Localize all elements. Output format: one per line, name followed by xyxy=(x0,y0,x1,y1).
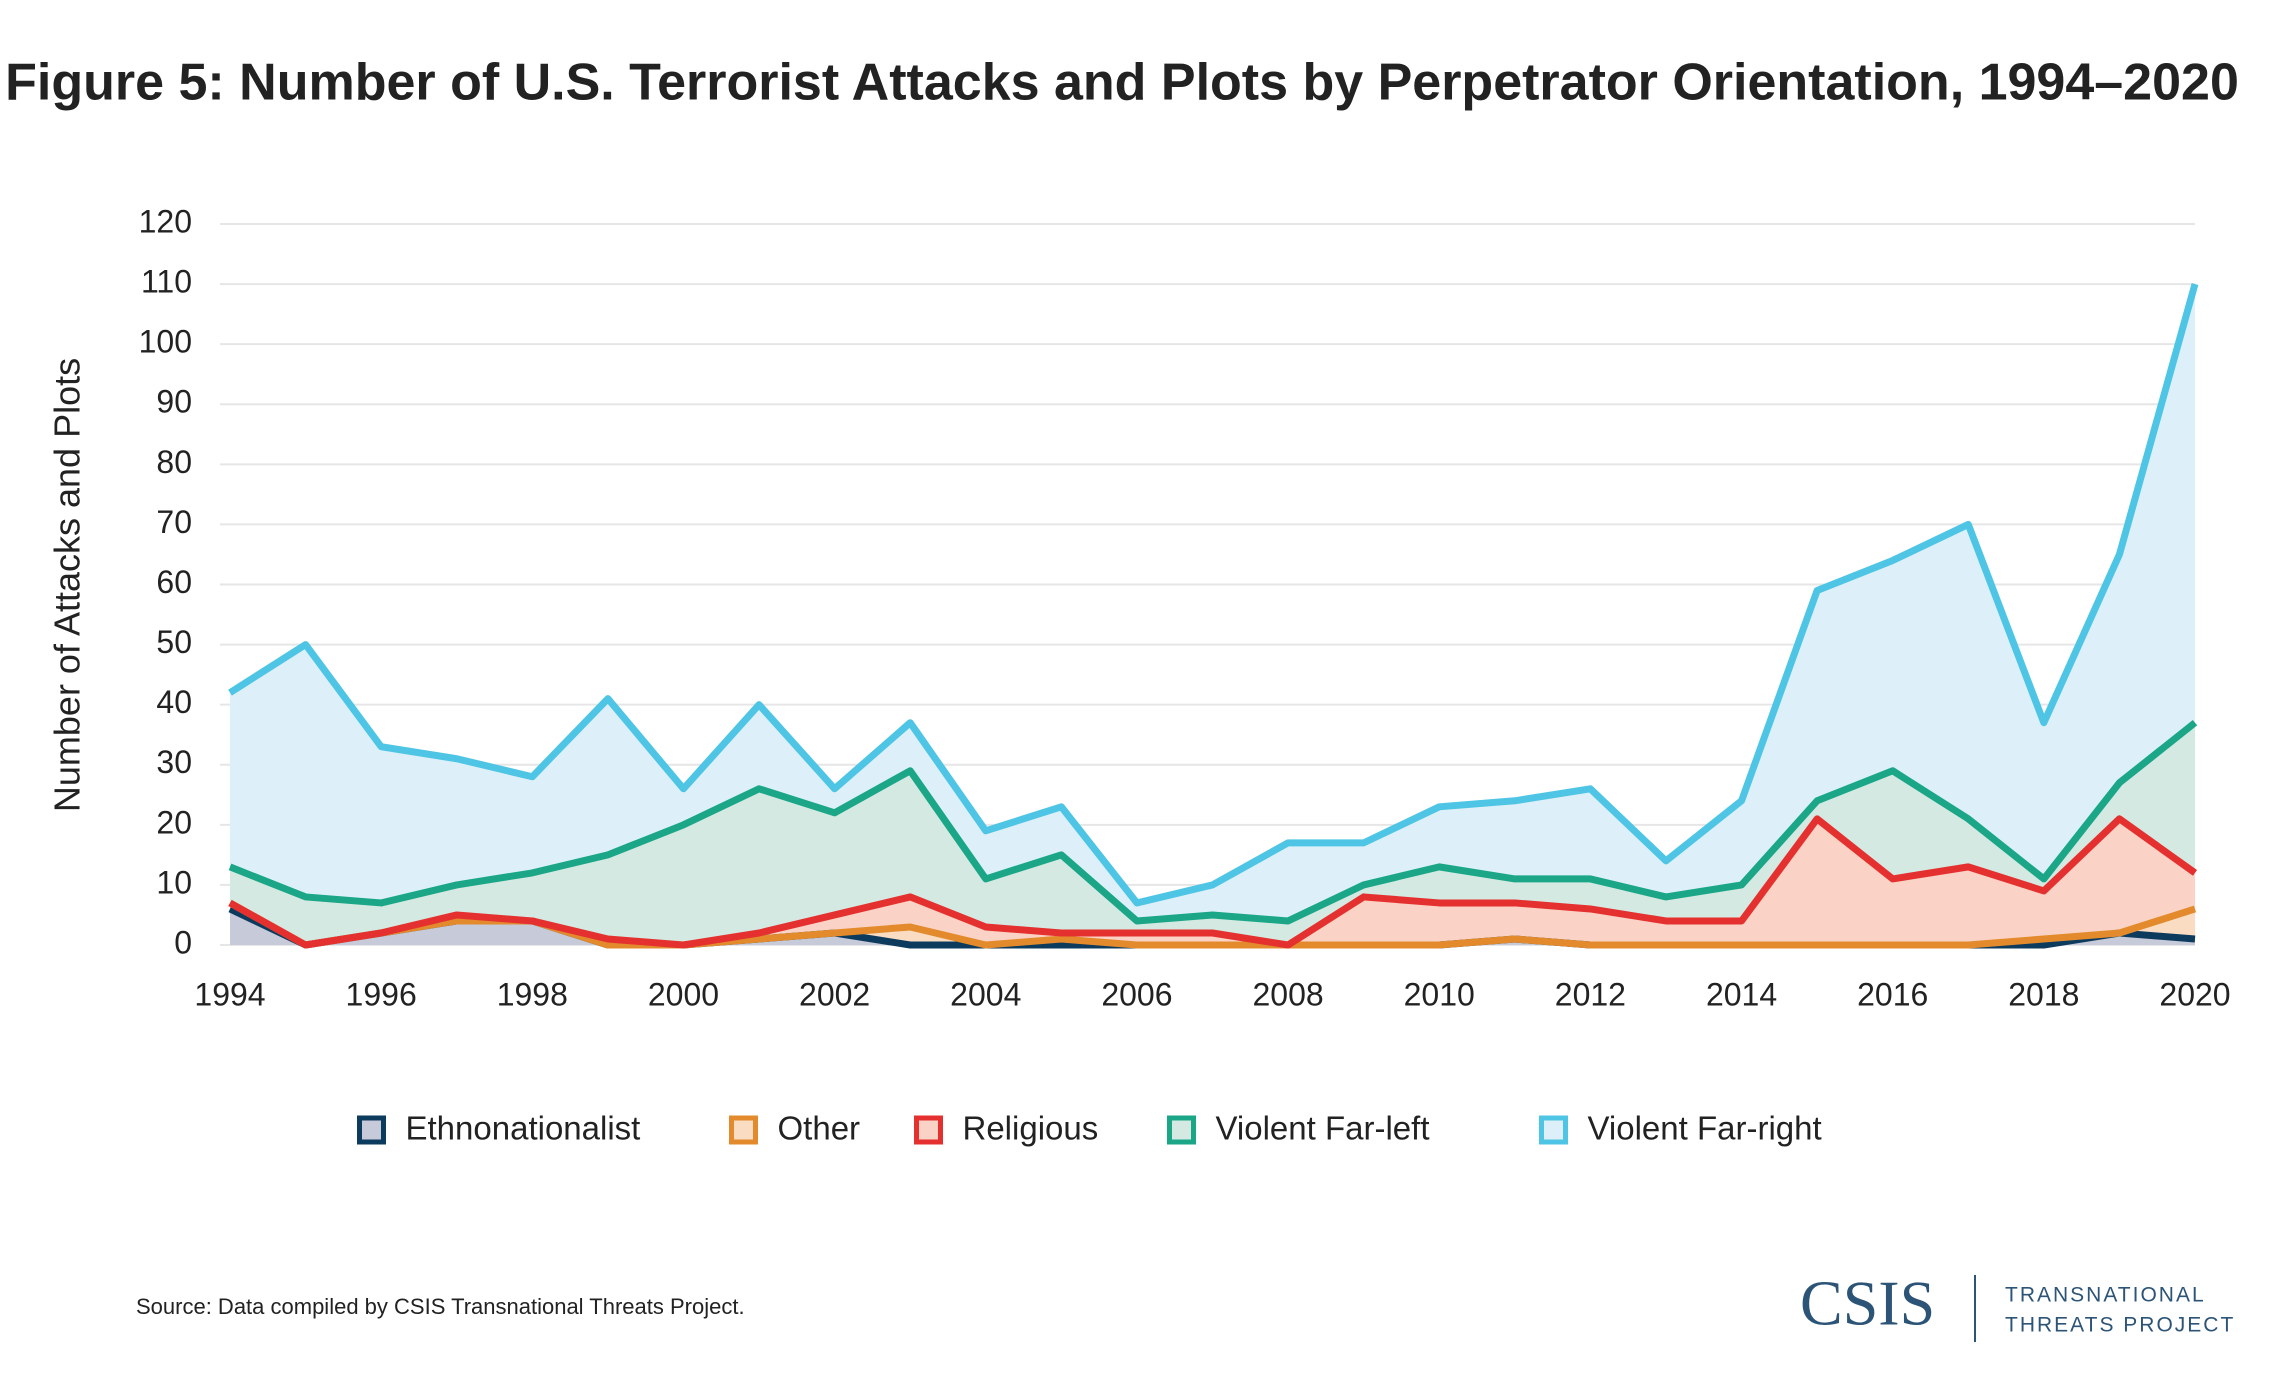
legend-swatch xyxy=(914,1115,943,1145)
legend-label: Violent Far-right xyxy=(1588,1110,1822,1147)
y-tick-label: 10 xyxy=(156,864,192,900)
source: Source: Data compiled by CSIS Transnatio… xyxy=(136,1294,745,1319)
legend-label: Ethnonationalist xyxy=(406,1110,641,1147)
series-line xyxy=(228,719,2198,925)
y-tick-label: 120 xyxy=(139,203,192,239)
area-fill xyxy=(230,908,2195,945)
x-tick-label: 2012 xyxy=(1555,976,1626,1012)
logo-name: CSIS xyxy=(1800,1268,1935,1339)
x-tick-label: 2016 xyxy=(1857,976,1928,1012)
x-tick-label: 2010 xyxy=(1404,976,1475,1012)
y-tick-label: 30 xyxy=(156,744,192,780)
legend-swatch xyxy=(357,1115,386,1145)
legend-label: Violent Far-left xyxy=(1216,1110,1430,1147)
legend-label: Other xyxy=(778,1110,861,1147)
x-tick-label: 2008 xyxy=(1252,976,1323,1012)
legend-swatch xyxy=(729,1115,758,1145)
legend-swatch xyxy=(1167,1115,1196,1145)
y-tick-label: 100 xyxy=(139,324,192,360)
y-tick-label: 50 xyxy=(156,624,192,660)
logo-line: THREATS PROJECT xyxy=(2005,1314,2235,1337)
x-tick-label: 2006 xyxy=(1101,976,1172,1012)
legend-swatch xyxy=(1539,1115,1568,1145)
logo-line: TRANSNATIONAL xyxy=(2005,1284,2206,1307)
series-line xyxy=(228,815,2198,949)
x-tick-label: 2014 xyxy=(1706,976,1777,1012)
area-fill xyxy=(230,284,2195,945)
y-axis-label: Number of Attacks and Plots xyxy=(47,358,88,812)
x-tick-label: 1994 xyxy=(194,976,265,1012)
x-tick-label: 2002 xyxy=(799,976,870,1012)
x-tick-label: 1998 xyxy=(497,976,568,1012)
x-tick-label: 2020 xyxy=(2159,976,2230,1012)
area-fill xyxy=(230,722,2195,945)
series-line xyxy=(228,283,2199,907)
y-tick-label: 20 xyxy=(156,804,192,840)
legend-label: Religious xyxy=(963,1110,1099,1147)
y-tick-label: 0 xyxy=(174,924,192,960)
x-tick-label: 2004 xyxy=(950,976,1021,1012)
y-tick-label: 110 xyxy=(141,264,192,300)
x-tick-label: 1996 xyxy=(346,976,417,1012)
x-tick-label: 2018 xyxy=(2008,976,2079,1012)
y-tick-label: 40 xyxy=(156,684,192,720)
y-tick-label: 60 xyxy=(156,564,192,600)
y-tick-label: 90 xyxy=(156,384,192,420)
x-tick-label: 2000 xyxy=(648,976,719,1012)
chart-title: Figure 5: Number of U.S. Terrorist Attac… xyxy=(5,54,2239,112)
y-tick-label: 70 xyxy=(156,504,192,540)
y-tick-label: 80 xyxy=(156,444,192,480)
